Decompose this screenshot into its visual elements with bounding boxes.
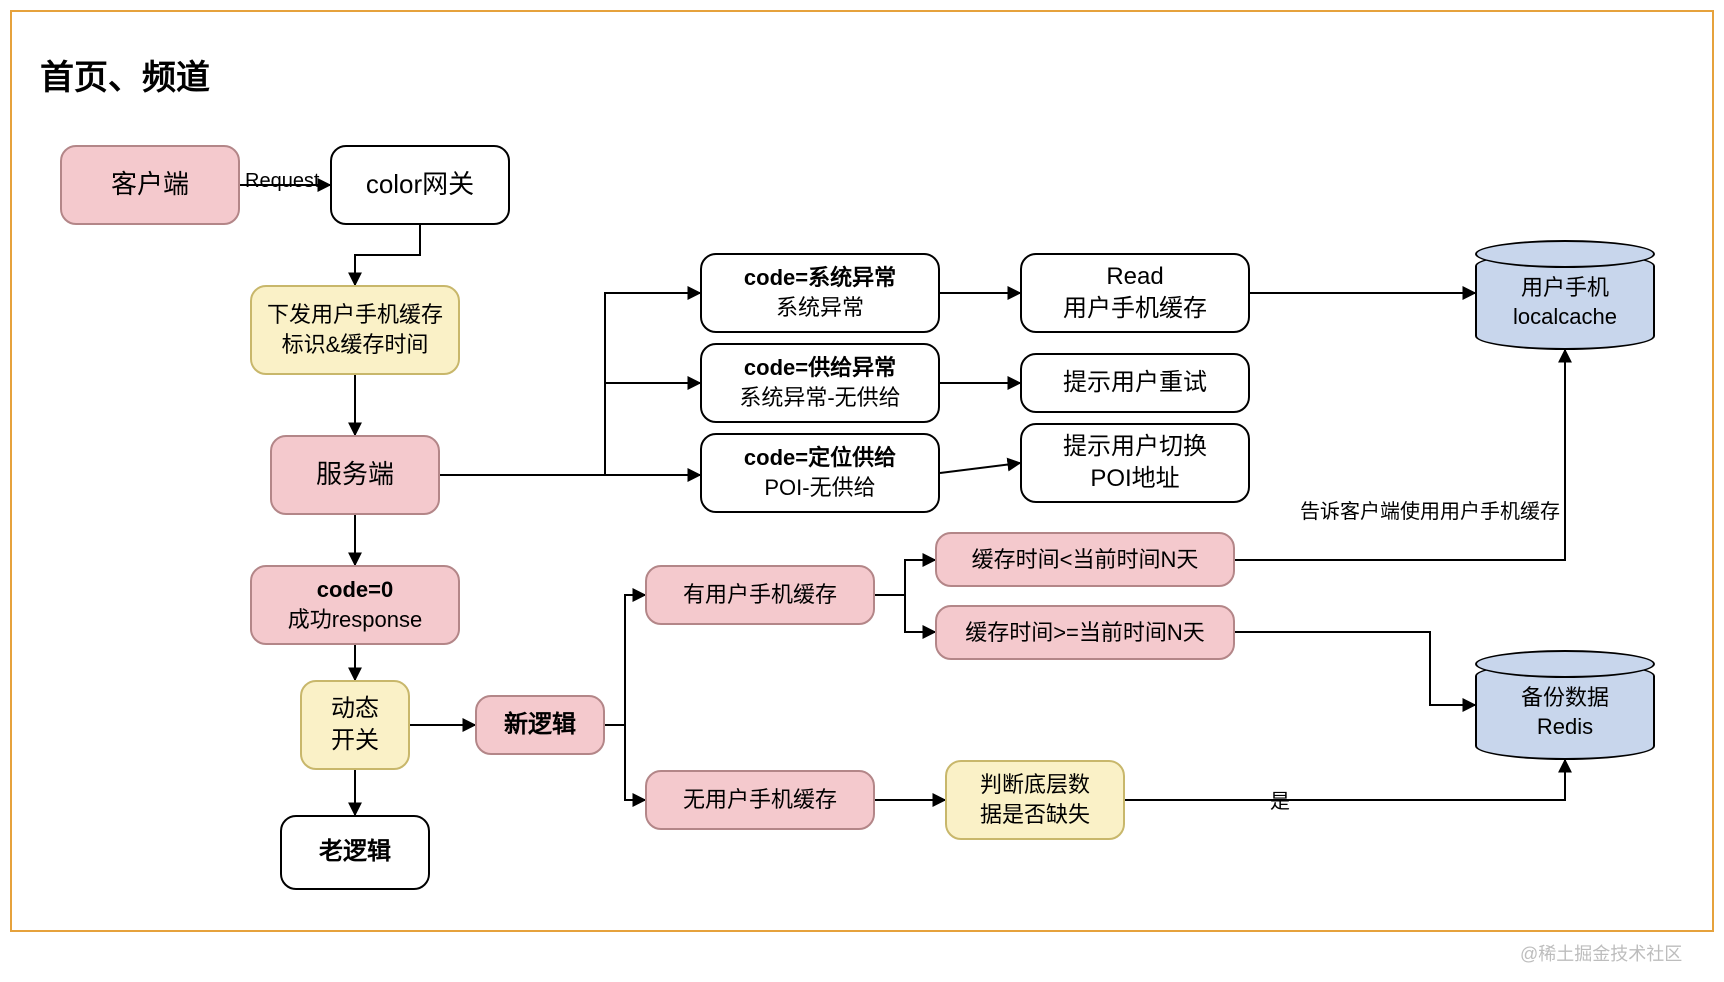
node-lt_ndays: 缓存时间<当前时间N天 (935, 532, 1235, 587)
node-server: 服务端 (270, 435, 440, 515)
node-retry: 提示用户重试 (1020, 353, 1250, 413)
node-cache_flag: 下发用户手机缓存 标识&缓存时间 (250, 285, 460, 375)
node-judge_missing: 判断底层数 据是否缺失 (945, 760, 1125, 840)
node-code_supply: code=供给异常系统异常-无供给 (700, 343, 940, 423)
cylinder-localcache: 用户手机 localcache (1475, 240, 1655, 350)
node-new_logic: 新逻辑 (475, 695, 605, 755)
node-gateway: color网关 (330, 145, 510, 225)
node-code0: code=0成功response (250, 565, 460, 645)
node-read_cache: Read 用户手机缓存 (1020, 253, 1250, 333)
node-client: 客户端 (60, 145, 240, 225)
node-switch_poi: 提示用户切换 POI地址 (1020, 423, 1250, 503)
diagram-title: 首页、频道 (40, 50, 210, 99)
node-switch: 动态 开关 (300, 680, 410, 770)
watermark-text: @稀土掘金技术社区 (1520, 940, 1682, 966)
node-old_logic: 老逻辑 (280, 815, 430, 890)
cylinder-redis: 备份数据 Redis (1475, 650, 1655, 760)
node-code_sys: code=系统异常系统异常 (700, 253, 940, 333)
label-tell_client: 告诉客户端使用用户手机缓存 (1300, 495, 1560, 524)
node-ge_ndays: 缓存时间>=当前时间N天 (935, 605, 1235, 660)
node-no_cache: 无用户手机缓存 (645, 770, 875, 830)
label-request: Request (245, 170, 320, 193)
label-yes: 是 (1270, 785, 1290, 814)
node-has_cache: 有用户手机缓存 (645, 565, 875, 625)
node-code_poi: code=定位供给POI-无供给 (700, 433, 940, 513)
